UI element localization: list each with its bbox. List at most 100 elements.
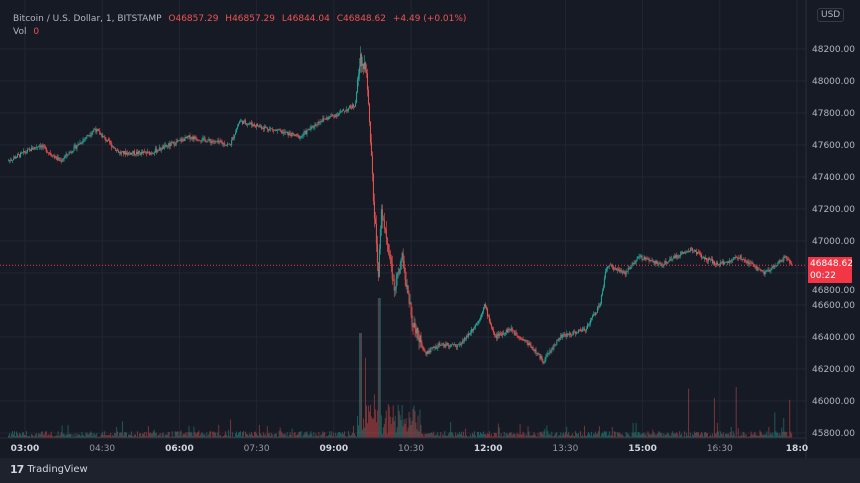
candle-body	[366, 73, 368, 90]
candle-body	[647, 258, 649, 260]
candle-body	[416, 327, 418, 334]
candle-body	[160, 149, 162, 151]
volume-bar	[223, 435, 225, 438]
volume-bar	[27, 436, 29, 438]
candle-body	[682, 252, 684, 255]
volume-bar	[199, 435, 201, 438]
candle-body	[356, 92, 358, 103]
volume-bar	[58, 436, 60, 438]
price-axis[interactable]: 48200.0048000.0047800.0047600.0047400.00…	[812, 45, 855, 439]
candle-body	[164, 145, 166, 146]
candle-body	[349, 105, 351, 108]
time-tick-label: 12:00	[474, 444, 503, 454]
volume-bar	[325, 436, 327, 438]
volume-bar	[784, 431, 786, 438]
candle-body	[638, 256, 640, 258]
symbol-title[interactable]: Bitcoin / U.S. Dollar, 1, BITSTAMP	[13, 14, 162, 24]
volume-bar	[594, 431, 596, 438]
volume-bar	[488, 431, 490, 438]
volume-bar	[457, 433, 459, 438]
volume-bar	[55, 435, 57, 438]
candle-body	[492, 329, 494, 333]
volume-bar	[147, 426, 149, 438]
volume-bar	[148, 433, 150, 438]
volume-bar	[140, 436, 142, 438]
candle-body	[300, 135, 302, 138]
volume-bar	[64, 436, 66, 438]
volume-bar	[575, 431, 577, 438]
candle-body	[27, 148, 29, 150]
volume-bar	[718, 435, 720, 438]
time-tick-label: 15:00	[628, 444, 657, 454]
candle-body	[515, 332, 517, 336]
candle-body	[677, 257, 679, 258]
candle-body	[172, 141, 174, 143]
volume-bar	[583, 436, 584, 438]
candle-body	[323, 118, 325, 119]
volume-bar	[686, 432, 688, 438]
candle-body	[510, 327, 512, 331]
volume-bar	[236, 431, 238, 438]
candle-body	[475, 325, 477, 328]
volume-bar	[365, 405, 367, 438]
volume-bar	[281, 432, 283, 438]
candle-body	[627, 268, 629, 272]
volume-bar	[381, 433, 383, 438]
candle-body	[775, 265, 777, 267]
volume-bar	[201, 432, 203, 438]
candle-body	[430, 347, 432, 353]
volume-bar	[435, 434, 437, 438]
candle-body	[644, 256, 646, 260]
currency-button[interactable]: USD	[817, 8, 845, 22]
candle-body	[127, 152, 129, 155]
candle-body	[25, 152, 27, 153]
candle-body	[249, 122, 251, 124]
candle-body	[346, 109, 348, 111]
candle-body	[101, 134, 103, 138]
candle-body	[18, 154, 20, 156]
candle-body	[559, 338, 561, 340]
candle-body	[381, 209, 383, 220]
volume-bar	[261, 436, 263, 438]
volume-bar	[233, 436, 235, 438]
time-axis[interactable]: 03:00 04:30 06:00 07:30 09:00 10:30 12:00 13:30…	[11, 444, 809, 454]
candle-body	[318, 121, 320, 123]
volume-bar	[552, 436, 554, 438]
volume-bar	[410, 425, 412, 438]
candle-body	[146, 151, 148, 154]
candle-body	[437, 345, 439, 349]
candle-body	[347, 109, 349, 111]
candle-body	[197, 139, 199, 141]
volume-bar	[379, 298, 381, 438]
volume-bar	[638, 432, 640, 438]
candle-body	[93, 129, 95, 132]
volume-bar	[351, 434, 353, 438]
candle-body	[651, 260, 653, 261]
volume-bar	[608, 431, 610, 438]
candle-body	[673, 256, 675, 259]
volume-bar	[743, 432, 745, 438]
candle-body	[66, 153, 68, 155]
candle-body	[616, 268, 618, 271]
volume-bar	[96, 433, 98, 438]
volume-bar	[220, 435, 222, 438]
volume-bar	[334, 436, 336, 438]
volume-bar	[308, 435, 310, 438]
candle-body	[357, 79, 359, 93]
candle-body	[335, 114, 337, 117]
tradingview-branding[interactable]: 17 TradingView	[10, 463, 88, 476]
volume-bar	[362, 429, 363, 438]
candle-body	[354, 106, 356, 108]
volume-bar	[263, 435, 265, 438]
volume-bar	[670, 435, 672, 438]
volume-bar	[429, 433, 431, 438]
volume-bar	[649, 435, 651, 438]
volume-bar	[157, 435, 159, 438]
volume-value: 0	[33, 27, 40, 37]
volume-bar	[177, 431, 179, 438]
volume-label[interactable]: Vol	[13, 27, 27, 37]
candle-body	[299, 137, 301, 139]
candle-body	[743, 258, 745, 261]
volume-bar	[290, 434, 292, 438]
